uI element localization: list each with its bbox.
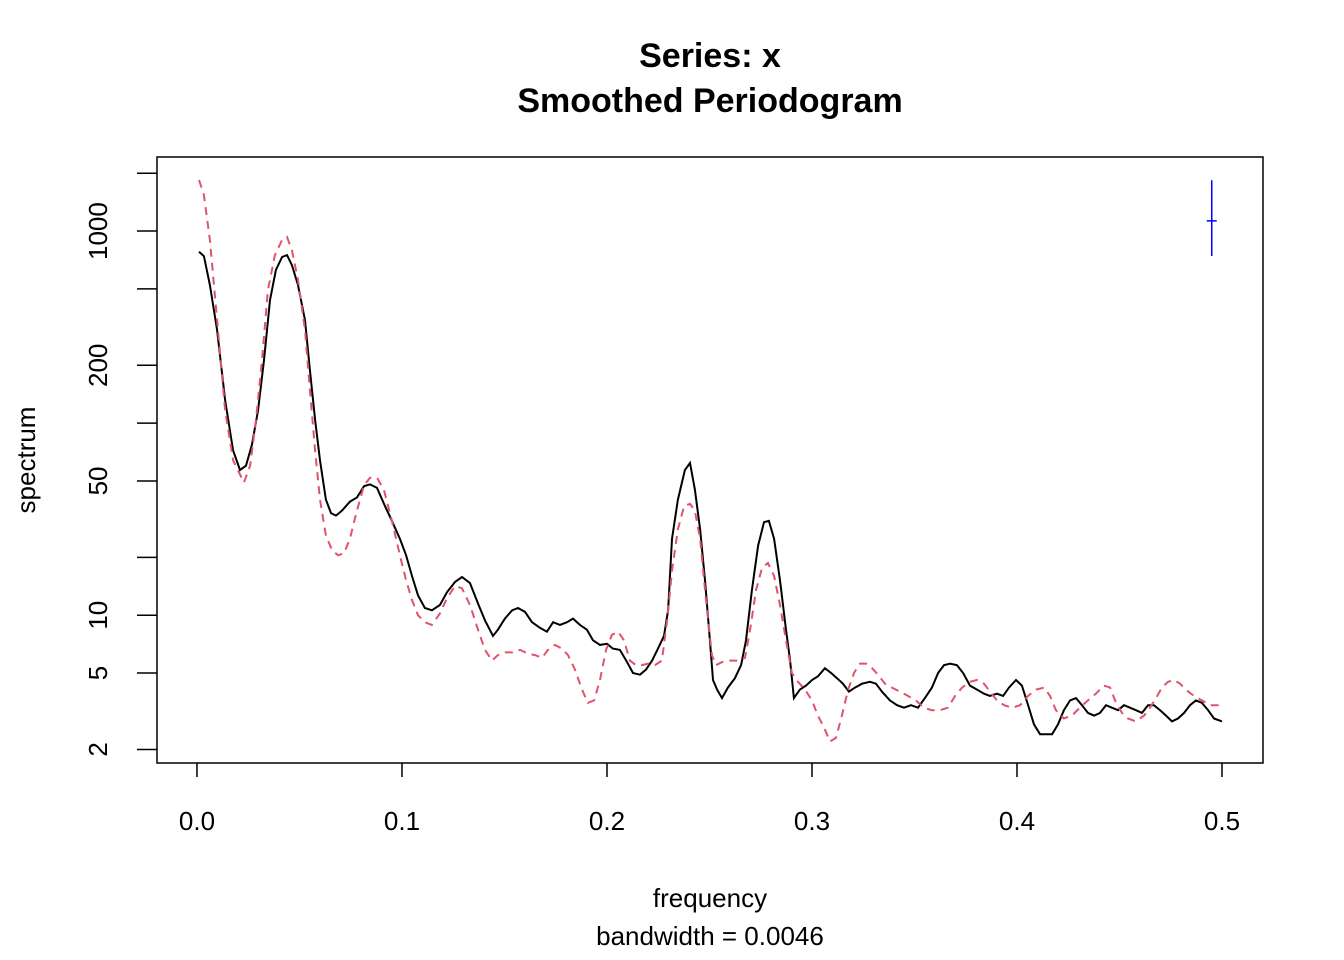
chart-subtitle: Smoothed Periodogram — [517, 82, 902, 120]
x-axis-label: frequency — [653, 883, 767, 913]
chart-title: Series: x — [639, 37, 781, 75]
x-tick-label: 0.4 — [999, 806, 1035, 836]
y-tick-label: 2 — [83, 742, 113, 756]
y-axis-label: spectrum — [11, 407, 41, 514]
sub-label: bandwidth = 0.0046 — [596, 921, 824, 951]
spectrum-line — [198, 179, 1222, 743]
x-tick-label: 0.5 — [1204, 806, 1240, 836]
y-tick-label: 50 — [83, 466, 113, 495]
x-tick-label: 0.3 — [794, 806, 830, 836]
x-tick-label: 0.2 — [589, 806, 625, 836]
y-tick-label: 5 — [83, 666, 113, 680]
plot-frame — [156, 156, 1264, 764]
y-tick-label: 200 — [83, 344, 113, 387]
spectrum-line — [198, 251, 1223, 736]
y-tick-label: 10 — [83, 601, 113, 630]
y-tick-label: 1000 — [83, 202, 113, 260]
x-tick-label: 0.0 — [179, 806, 215, 836]
x-tick-label: 0.1 — [384, 806, 420, 836]
